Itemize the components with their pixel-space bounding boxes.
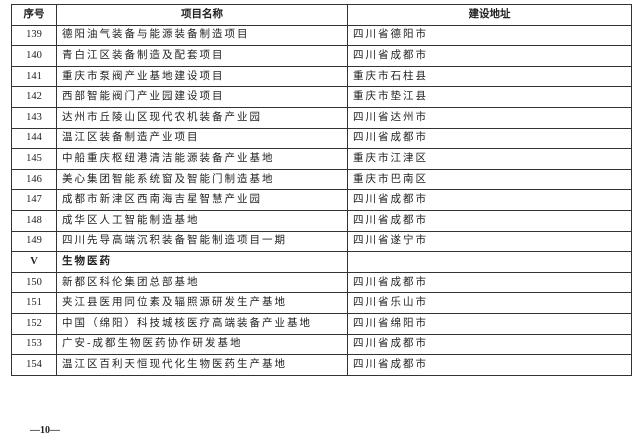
project-table: 序号 项目名称 建设地址 139 德阳油气装备与能源装备制造项目 四川省德阳市 140…: [11, 4, 632, 376]
row-number: 151: [11, 292, 57, 314]
project-name: 美心集团智能系统窗及智能门制造基地: [56, 168, 348, 191]
row-number: 149: [11, 230, 57, 253]
project-address: 重庆市巴南区: [347, 168, 632, 191]
table-header: 序号 项目名称 建设地址: [11, 4, 632, 26]
table-row: 147 成都市新津区西南海吉星智慧产业园 四川省成都市: [11, 189, 632, 211]
project-address: 四川省成都市: [347, 127, 632, 150]
section-row: V 生物医药: [11, 251, 632, 273]
row-number: 146: [11, 168, 57, 191]
project-name: 广安-成都生物医药协作研发基地: [56, 333, 348, 356]
project-name: 重庆市泵阀产业基地建设项目: [56, 65, 348, 88]
row-number: V: [11, 251, 57, 273]
project-name: 生物医药: [56, 251, 348, 273]
project-address: 四川省成都市: [347, 45, 632, 67]
table-row: 146 美心集团智能系统窗及智能门制造基地 重庆市巴南区: [11, 168, 632, 191]
project-address: 四川省达州市: [347, 106, 632, 129]
table-row: 148 成华区人工智能制造基地 四川省成都市: [11, 209, 632, 232]
project-address: 四川省乐山市: [347, 292, 632, 314]
project-name: 中船重庆枢纽港清洁能源装备产业基地: [56, 148, 348, 170]
row-number: 145: [11, 148, 57, 170]
project-address: 四川省德阳市: [347, 24, 632, 47]
project-address: 四川省成都市: [347, 209, 632, 232]
project-name: 成华区人工智能制造基地: [56, 209, 348, 232]
table-row: 152 中国（绵阳）科技城核医疗高端装备产业基地 四川省绵阳市: [11, 312, 632, 335]
project-name: 达州市丘陵山区现代农机装备产业园: [56, 106, 348, 129]
table-row: 141 重庆市泵阀产业基地建设项目 重庆市石柱县: [11, 65, 632, 88]
project-name: 夹江县医用同位素及辐照源研发生产基地: [56, 292, 348, 314]
project-address: 重庆市石柱县: [347, 65, 632, 88]
header-address: 建设地址: [347, 4, 632, 26]
table-row: 143 达州市丘陵山区现代农机装备产业园 四川省达州市: [11, 106, 632, 129]
row-number: 152: [11, 312, 57, 335]
project-name: 温江区百利天恒现代化生物医药生产基地: [56, 354, 348, 376]
row-number: 141: [11, 65, 57, 88]
table-row: 153 广安-成都生物医药协作研发基地 四川省成都市: [11, 333, 632, 356]
project-name: 新都区科伦集团总部基地: [56, 271, 348, 294]
project-address: 重庆市江津区: [347, 148, 632, 170]
header-name: 项目名称: [56, 4, 348, 26]
table-row: 142 西部智能阀门产业园建设项目 重庆市垫江县: [11, 86, 632, 108]
project-name: 中国（绵阳）科技城核医疗高端装备产业基地: [56, 312, 348, 335]
row-number: 144: [11, 127, 57, 150]
project-address: 重庆市垫江县: [347, 86, 632, 108]
project-name: 温江区装备制造产业项目: [56, 127, 348, 150]
project-name: 青白江区装备制造及配套项目: [56, 45, 348, 67]
table-row: 145 中船重庆枢纽港清洁能源装备产业基地 重庆市江津区: [11, 148, 632, 170]
row-number: 154: [11, 354, 57, 376]
table-row: 144 温江区装备制造产业项目 四川省成都市: [11, 127, 632, 150]
table-row: 150 新都区科伦集团总部基地 四川省成都市: [11, 271, 632, 294]
project-name: 西部智能阀门产业园建设项目: [56, 86, 348, 108]
project-name: 四川先导高端沉积装备智能制造项目一期: [56, 230, 348, 253]
row-number: 143: [11, 106, 57, 129]
project-name: 德阳油气装备与能源装备制造项目: [56, 24, 348, 47]
project-address: 四川省成都市: [347, 354, 632, 376]
project-address: [347, 251, 632, 273]
project-address: 四川省绵阳市: [347, 312, 632, 335]
project-address: 四川省成都市: [347, 333, 632, 356]
project-address: 四川省成都市: [347, 271, 632, 294]
project-address: 四川省成都市: [347, 189, 632, 211]
table-row: 154 温江区百利天恒现代化生物医药生产基地 四川省成都市: [11, 354, 632, 376]
table-row: 151 夹江县医用同位素及辐照源研发生产基地 四川省乐山市: [11, 292, 632, 314]
project-name: 成都市新津区西南海吉星智慧产业园: [56, 189, 348, 211]
project-address: 四川省遂宁市: [347, 230, 632, 253]
table-row: 149 四川先导高端沉积装备智能制造项目一期 四川省遂宁市: [11, 230, 632, 253]
row-number: 148: [11, 209, 57, 232]
row-number: 142: [11, 86, 57, 108]
row-number: 147: [11, 189, 57, 211]
row-number: 140: [11, 45, 57, 67]
header-no: 序号: [11, 4, 57, 26]
table-row: 140 青白江区装备制造及配套项目 四川省成都市: [11, 45, 632, 67]
table-row: 139 德阳油气装备与能源装备制造项目 四川省德阳市: [11, 24, 632, 47]
row-number: 150: [11, 271, 57, 294]
row-number: 153: [11, 333, 57, 356]
page-number: —10—: [30, 425, 60, 436]
row-number: 139: [11, 24, 57, 47]
